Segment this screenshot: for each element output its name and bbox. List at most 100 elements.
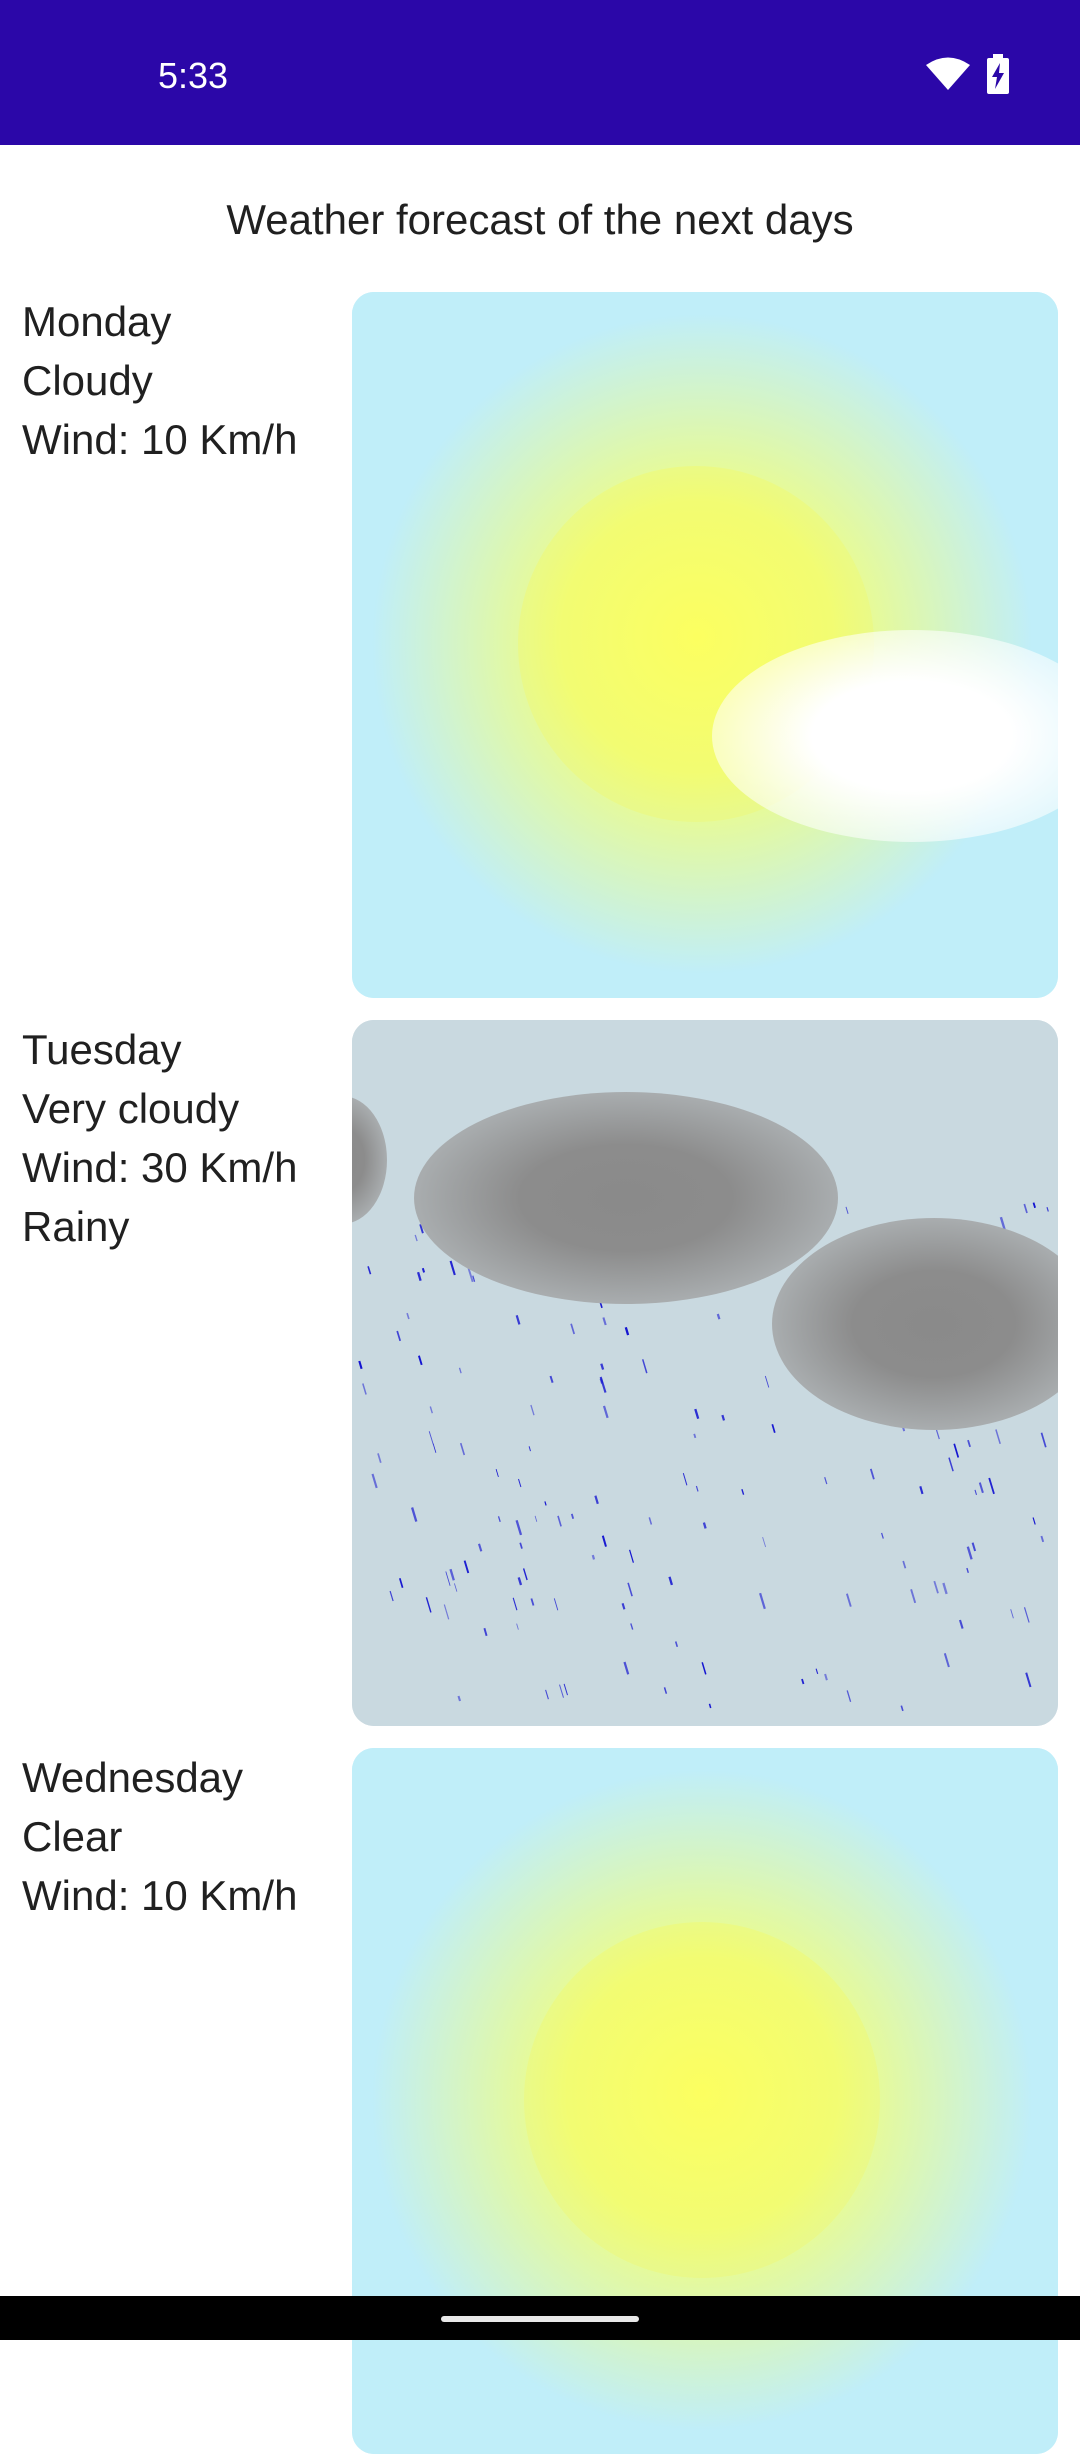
rain-drop bbox=[702, 1522, 707, 1529]
rain-drop bbox=[824, 1673, 828, 1681]
rain-drop bbox=[682, 1472, 688, 1486]
rain-drop bbox=[389, 1590, 394, 1602]
rain-drop bbox=[371, 1473, 378, 1489]
rain-drop bbox=[988, 1477, 995, 1495]
rain-drop bbox=[762, 1536, 767, 1548]
rain-drop bbox=[629, 1549, 634, 1563]
rain-drop bbox=[695, 1485, 699, 1492]
rain-drop bbox=[942, 1582, 948, 1595]
rain-drop bbox=[1046, 1207, 1049, 1212]
rain-drop bbox=[1032, 1517, 1036, 1525]
rain-drop bbox=[454, 1583, 458, 1592]
rain-drop bbox=[958, 1619, 964, 1629]
day-info: Wednesday Clear Wind: 10 Km/h bbox=[22, 1748, 342, 1925]
home-gesture-handle[interactable] bbox=[441, 2316, 639, 2322]
day-condition: Very cloudy bbox=[22, 1085, 240, 1132]
rain-drop bbox=[549, 1375, 554, 1383]
rain-drop bbox=[624, 1326, 630, 1336]
sun-illustration bbox=[352, 1748, 1058, 2454]
rain-drop bbox=[483, 1627, 488, 1637]
rain-drop bbox=[463, 1560, 470, 1574]
rain-drop bbox=[515, 1314, 521, 1325]
rain-drop bbox=[919, 1486, 924, 1495]
rain-drop bbox=[600, 1363, 605, 1370]
rain-drop bbox=[396, 1330, 402, 1342]
rain-drop bbox=[457, 1695, 462, 1702]
rain-drop bbox=[377, 1453, 382, 1464]
day-condition: Cloudy bbox=[22, 357, 153, 404]
rain-drop bbox=[367, 1266, 372, 1275]
rain-drop bbox=[534, 1515, 538, 1522]
rain-drop bbox=[477, 1543, 483, 1552]
rain-drop bbox=[472, 1275, 476, 1282]
rain-drop bbox=[621, 1602, 626, 1610]
day-info: Monday Cloudy Wind: 10 Km/h bbox=[22, 292, 342, 469]
rain-drop bbox=[967, 1439, 971, 1448]
rain-drop bbox=[421, 1267, 426, 1273]
rain-drop bbox=[846, 1690, 852, 1702]
rain-drop bbox=[519, 1542, 523, 1549]
rain-drop bbox=[648, 1517, 653, 1525]
rain-drop bbox=[518, 1478, 522, 1488]
rain-drop bbox=[599, 1376, 607, 1393]
rain-drop bbox=[432, 1443, 437, 1453]
rain-drop bbox=[515, 1519, 523, 1536]
rain-drop bbox=[429, 1406, 433, 1414]
day-name: Monday bbox=[22, 298, 172, 345]
rain-drop bbox=[530, 1598, 535, 1606]
rain-drop bbox=[443, 1604, 450, 1620]
rain-drop bbox=[1025, 1672, 1032, 1688]
rain-drop bbox=[721, 1414, 726, 1421]
rain-drop bbox=[641, 1359, 648, 1374]
rain-drop bbox=[933, 1580, 939, 1594]
rain-drop bbox=[674, 1641, 679, 1648]
sun-with-cloud-illustration bbox=[352, 292, 1058, 998]
day-wind: Wind: 30 Km/h bbox=[22, 1144, 298, 1191]
page-title: Weather forecast of the next days bbox=[226, 196, 854, 243]
rain-drop bbox=[971, 1542, 977, 1552]
rain-drop bbox=[358, 1360, 363, 1370]
rain-drop bbox=[398, 1577, 404, 1588]
battery-charging-icon bbox=[987, 54, 1009, 94]
day-info: Tuesday Very cloudy Wind: 30 Km/h Rainy bbox=[22, 1020, 342, 1256]
forecast-day-tuesday: Tuesday Very cloudy Wind: 30 Km/h Rainy bbox=[0, 1020, 1080, 1726]
rain-drop bbox=[497, 1516, 501, 1522]
rain-drop bbox=[459, 1442, 466, 1456]
rain-drop bbox=[953, 1443, 960, 1458]
rain-drop bbox=[716, 1313, 721, 1320]
rain-drop bbox=[601, 1535, 607, 1547]
rain-drop bbox=[623, 1661, 630, 1675]
rain-drop bbox=[428, 1431, 434, 1445]
weather-image-sun bbox=[352, 1748, 1058, 2454]
wifi-icon bbox=[926, 57, 970, 90]
rain-drop bbox=[663, 1687, 668, 1694]
rain-drop bbox=[425, 1597, 432, 1613]
rain-drop bbox=[522, 1568, 528, 1581]
rain-drop bbox=[545, 1689, 549, 1700]
rain-drop bbox=[869, 1468, 875, 1480]
rain-drop bbox=[1040, 1535, 1045, 1543]
rain-drop bbox=[591, 1554, 596, 1560]
rain-drop bbox=[449, 1260, 456, 1276]
rain-drop bbox=[627, 1582, 633, 1597]
rain-drop bbox=[881, 1532, 884, 1539]
rain-drop bbox=[630, 1623, 634, 1630]
rain-drop bbox=[801, 1678, 805, 1685]
rain-drop bbox=[764, 1375, 770, 1388]
rain-drop bbox=[559, 1684, 564, 1698]
rain-drop bbox=[978, 1482, 984, 1494]
rain-drop bbox=[966, 1567, 969, 1573]
day-name: Wednesday bbox=[22, 1754, 244, 1801]
rain-clouds-illustration bbox=[352, 1020, 1058, 1726]
day-wind: Wind: 10 Km/h bbox=[22, 416, 298, 463]
rain-drop bbox=[449, 1568, 455, 1581]
rain-drop bbox=[845, 1593, 852, 1607]
rain-drop bbox=[943, 1653, 950, 1668]
status-bar: 5:33 bbox=[0, 0, 1080, 145]
rain-drop bbox=[974, 1489, 978, 1496]
rain-drop bbox=[467, 1267, 474, 1283]
rain-drop bbox=[528, 1446, 531, 1452]
rain-drop bbox=[1032, 1202, 1036, 1209]
rain-drop bbox=[516, 1623, 519, 1630]
status-clock: 5:33 bbox=[158, 55, 229, 96]
